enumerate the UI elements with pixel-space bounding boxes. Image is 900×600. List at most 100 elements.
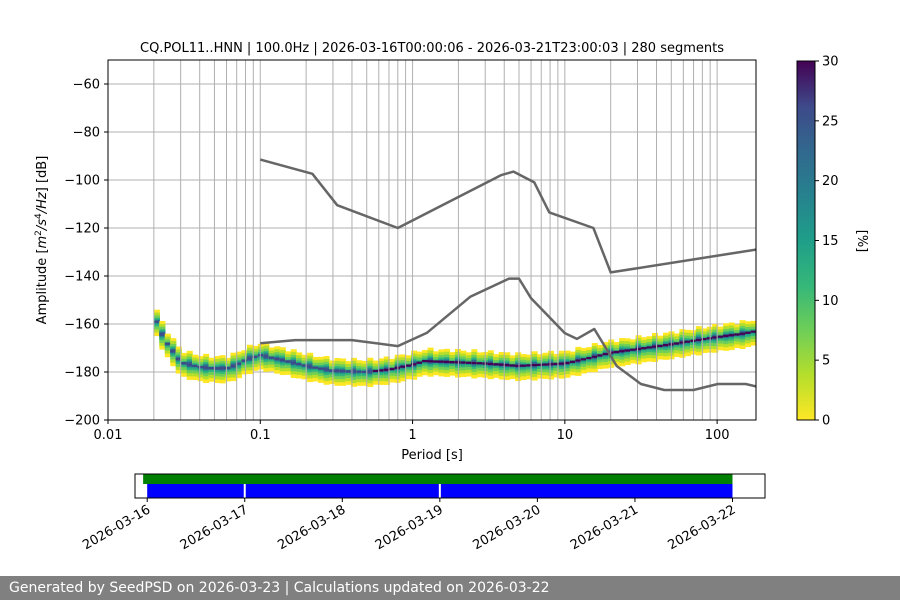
footer-bar: Generated by SeedPSD on 2026-03-23 | Cal… (0, 576, 900, 600)
y-tick-label: −160 (64, 318, 100, 333)
psd-mode-cell (531, 363, 538, 367)
colorbar-label: [%] (854, 230, 869, 253)
psd-band-cell (345, 371, 352, 373)
psd-mode-cell (225, 366, 232, 369)
psd-mode-cell (662, 343, 670, 347)
psd-mode-cell (728, 334, 735, 337)
psd-mode-cell (745, 331, 752, 334)
psd-band-cell (569, 362, 576, 364)
timeline-tick-label: 2026-03-16 (80, 502, 153, 553)
psd-mode-cell (558, 362, 566, 365)
timeline-ticks: 2026-03-16 2026-03-17 2026-03-18 2026-03-19… (80, 498, 738, 553)
y-tick-label: −120 (64, 222, 100, 237)
psd-mode-cell (197, 366, 204, 369)
psd-mode-cell (339, 369, 347, 373)
psd-mode-cell (246, 357, 253, 360)
psd-mode-cell (257, 354, 264, 357)
timeline-tick-label: 2026-03-21 (568, 502, 641, 553)
psd-mode-cell (416, 361, 423, 364)
psd-band-cell (285, 362, 292, 364)
psd-mode-cell (252, 355, 259, 358)
psd-mode-cell (411, 363, 418, 366)
psd-mode-cell (641, 347, 648, 350)
noise-model-lower (260, 277, 756, 392)
psd-band-cell (509, 366, 516, 368)
psd-mode-cell (356, 370, 363, 373)
psd-band-cell (268, 358, 275, 360)
psd-mode-cell (389, 367, 396, 370)
psd-band-cell (717, 337, 724, 339)
colorbar-tick-label: 30 (822, 55, 839, 70)
y-tick-label: −60 (73, 78, 100, 93)
psd-mode-cell (175, 357, 182, 360)
psd-plot: 0.01 0.1 1 10 100 −200 −180 −160 −140 −120 −100 −8… (64, 59, 757, 443)
x-tick-label: 0.1 (250, 428, 271, 443)
psd-mode-cell (717, 335, 724, 338)
psd-mode-cell (613, 350, 620, 354)
psd-band-cell (673, 344, 680, 346)
psd-mode-cell (723, 334, 730, 338)
psd-band-cell (553, 364, 560, 366)
y-tick-label: −140 (64, 270, 100, 285)
psd-mode-cell (164, 342, 171, 345)
psd-mode-cell (646, 346, 653, 349)
psd-mode-cell (307, 365, 314, 368)
psd-mode-cell (181, 362, 188, 365)
timeline-frame (134, 473, 766, 499)
psd-mode-cell (695, 338, 702, 342)
colorbar-ticks: 0 5 10 15 20 25 30 (815, 55, 839, 429)
psd-mode-cell (701, 338, 708, 341)
colorbar-tick-label: 5 (822, 354, 830, 369)
psd-mode-cell (460, 361, 467, 364)
psd-mode-cell (684, 340, 691, 343)
colorbar-tick-label: 20 (822, 174, 839, 189)
psd-mode-cell (657, 344, 664, 347)
psd-mode-cell (323, 368, 330, 371)
y-axis-label: Amplitude [m2/s4/Hz] [dB] (34, 156, 50, 325)
psd-mode-cell (750, 330, 756, 333)
psd-mode-cell (537, 363, 544, 366)
psd-mode-cell (159, 333, 166, 336)
figure: CQ.POL11..HNN | 100.0Hz | 2026-03-16T00:… (34, 41, 869, 553)
psd-mode-cell (712, 336, 719, 339)
psd-mode-cell (263, 355, 270, 358)
psd-mode-cell (635, 347, 642, 351)
psd-mode-cell (580, 358, 587, 361)
colorbar-tick-label: 10 (822, 294, 839, 309)
footer-text: Generated by SeedPSD on 2026-03-23 | Cal… (9, 580, 550, 596)
psd-mode-cell (739, 332, 746, 335)
psd-mode-cell (268, 356, 275, 359)
psd-mode-cell (405, 364, 412, 367)
psd-mode-cell (542, 363, 549, 366)
psd-mode-cell (301, 364, 308, 367)
psd-band-cell (329, 371, 336, 373)
psd-mode-cell (564, 361, 571, 365)
psd-band-cell (449, 362, 456, 364)
psd-band-cell (657, 346, 664, 348)
psd-mode-cell (350, 370, 357, 373)
colorbar-tick-label: 15 (822, 234, 839, 249)
psd-mode-cell (547, 363, 555, 366)
psd-mode-cell (170, 350, 177, 353)
psd-mode-cell (443, 360, 451, 363)
timeline-gap (243, 484, 246, 498)
psd-mode-cell (520, 364, 527, 367)
psd-mode-cell (230, 364, 237, 368)
psd-mode-cell (679, 341, 686, 344)
psd-mode-cell (575, 359, 582, 362)
colorbar: 0 5 10 15 20 25 30 [%] (796, 55, 869, 429)
y-tick-label: −180 (64, 366, 100, 381)
chart-title: CQ.POL11..HNN | 100.0Hz | 2026-03-16T00:… (140, 41, 724, 56)
psd-mode-cell (378, 369, 385, 372)
psd-band-cell (225, 368, 232, 370)
timeline-tick-label: 2026-03-19 (373, 502, 446, 553)
psd-mode-cell (602, 352, 609, 356)
psd-mode-cell (153, 320, 160, 323)
psd-mode-cell (471, 361, 478, 365)
psd-mode-cell (318, 367, 325, 370)
psd-mode-cell (274, 357, 281, 360)
psd-mode-cell (235, 362, 243, 365)
psd-mode-cell (624, 349, 631, 352)
psd-mode-cell (329, 369, 336, 372)
noise-models (259, 158, 756, 392)
